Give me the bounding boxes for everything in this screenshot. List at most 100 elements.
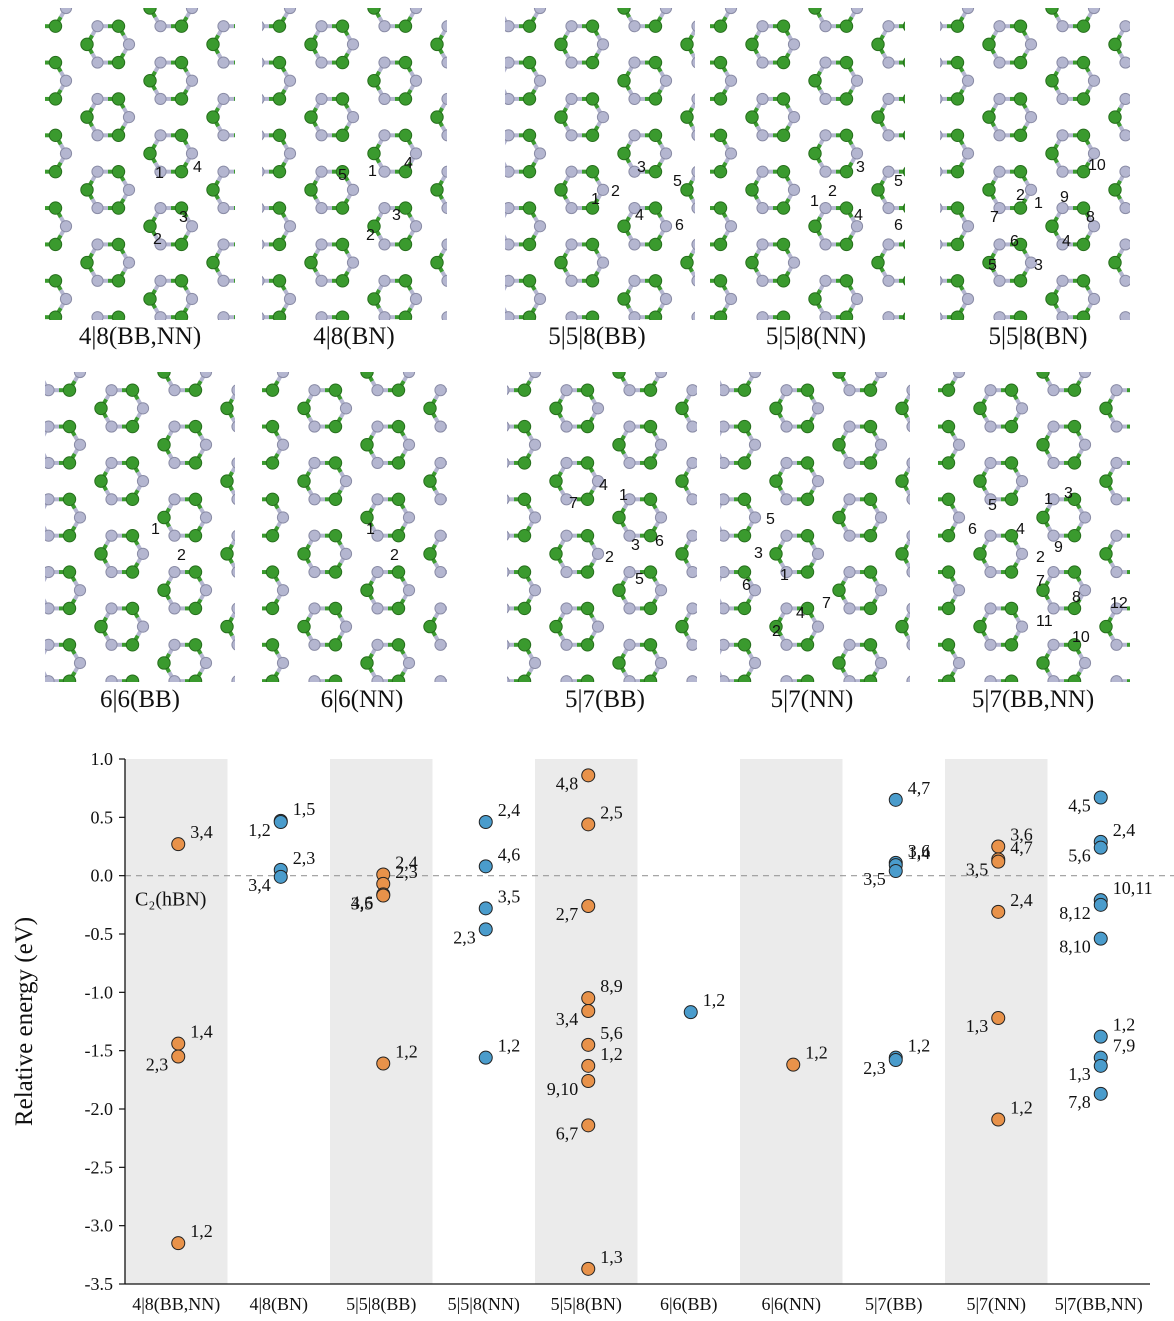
boron-atom (1004, 674, 1019, 682)
nitrogen-atom (843, 638, 856, 651)
data-label: 1,2 (498, 1036, 521, 1056)
nitrogen-atom (1056, 129, 1069, 142)
nitrogen-atom (434, 493, 447, 506)
atom-label: 1 (810, 193, 819, 210)
nitrogen-atom (1015, 475, 1029, 488)
boron-atom (1004, 456, 1019, 470)
nitrogen-atom (654, 656, 668, 670)
nitrogen-atom (623, 675, 636, 682)
boron-atom (549, 474, 563, 488)
boron-atom (737, 492, 752, 507)
boron-atom (391, 565, 406, 579)
nitrogen-atom (91, 311, 104, 320)
atom-label: 1 (1034, 195, 1043, 212)
nitrogen-atom (371, 638, 384, 651)
boron-atom (580, 528, 595, 543)
boron-atom (1067, 492, 1082, 507)
nitrogen-atom (691, 56, 695, 69)
nitrogen-atom (952, 584, 966, 597)
nitrogen-atom (720, 675, 730, 682)
boron-atom (617, 292, 631, 306)
nitrogen-atom (315, 201, 328, 215)
x-tick-label: 4|8(BB,NN) (132, 1294, 220, 1315)
nitrogen-atom (819, 238, 832, 251)
boron-atom (1004, 638, 1019, 652)
data-point (991, 854, 1006, 869)
atom-label: 1 (368, 163, 377, 180)
nitrogen-atom (434, 384, 447, 397)
nitrogen-atom (73, 438, 87, 451)
nitrogen-atom (654, 438, 668, 451)
nitrogen-atom (59, 220, 73, 233)
boron-atom (863, 383, 878, 397)
nitrogen-atom (596, 38, 610, 51)
boron-atom (111, 310, 126, 320)
boron-atom (328, 492, 343, 507)
nitrogen-atom (217, 311, 230, 320)
nitrogen-atom (993, 56, 1006, 69)
caption-5-5-8-bb: 5|5|8(BB) (548, 323, 646, 350)
atom-label: 2 (828, 183, 837, 200)
boron-atom (808, 292, 822, 306)
nitrogen-atom (1087, 74, 1101, 87)
boron-atom (902, 166, 905, 177)
nitrogen-atom (441, 56, 447, 69)
boron-atom (585, 92, 600, 106)
nitrogen-atom (371, 456, 384, 470)
nitrogen-atom (882, 311, 895, 320)
boron-atom (580, 565, 595, 579)
boron-atom (769, 474, 783, 488)
boron-atom (265, 565, 280, 579)
boron-atom (800, 383, 815, 397)
nitrogen-atom (1078, 438, 1092, 451)
data-point (581, 991, 596, 1006)
boron-atom (871, 110, 885, 124)
nitrogen-atom (1119, 201, 1130, 215)
nitrogen-atom (217, 274, 230, 287)
nitrogen-atom (231, 639, 235, 651)
boron-atom (220, 474, 234, 488)
boron-atom (328, 601, 343, 616)
boron-atom (1099, 474, 1113, 488)
boron-atom (304, 110, 318, 124)
boron-atom (648, 92, 663, 106)
boron-atom (272, 310, 287, 320)
nitrogen-atom (780, 384, 793, 397)
boron-atom (941, 528, 956, 543)
boron-atom (265, 456, 280, 470)
nitrogen-atom (756, 92, 769, 106)
nitrogen-atom (371, 420, 384, 433)
boron-atom (902, 57, 905, 68)
atom-label: 2 (1016, 187, 1025, 204)
boron-atom (367, 8, 381, 15)
nitrogen-atom (724, 220, 738, 233)
nitrogen-atom (533, 292, 547, 306)
boron-atom (713, 128, 728, 143)
nitrogen-atom (560, 420, 573, 433)
boron-atom (1004, 419, 1019, 434)
y-tick-label: -1.0 (85, 982, 114, 1002)
nitrogen-atom (45, 638, 55, 651)
nitrogen-atom (691, 275, 695, 287)
boron-atom (832, 656, 846, 670)
boron-atom (1045, 8, 1059, 15)
nitrogen-atom (560, 565, 573, 579)
boron-atom (206, 110, 220, 124)
data-label: 8,9 (600, 976, 623, 996)
nitrogen-atom (686, 420, 697, 433)
nitrogen-atom (565, 92, 578, 106)
boron-atom (1067, 565, 1082, 579)
category-band (740, 759, 843, 1284)
nitrogen-atom (882, 129, 895, 142)
boron-atom (111, 237, 126, 252)
nitrogen-atom (231, 420, 235, 433)
atom-label: 5 (766, 511, 775, 528)
boron-atom (902, 93, 905, 104)
boron-atom (328, 565, 343, 579)
boron-atom (800, 456, 815, 470)
atom-label: 3 (856, 159, 865, 176)
boron-atom (522, 201, 537, 215)
boron-atom (769, 401, 783, 416)
boron-atom (902, 239, 905, 250)
